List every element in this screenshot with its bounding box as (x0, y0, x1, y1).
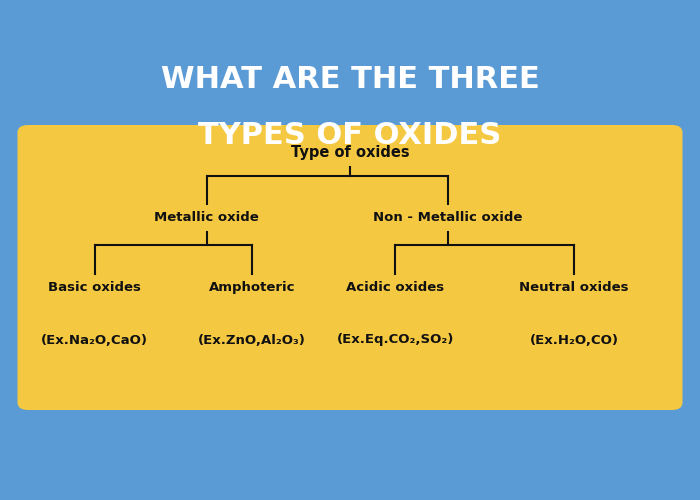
Text: Metallic oxide: Metallic oxide (154, 211, 259, 224)
Text: Neutral oxides: Neutral oxides (519, 281, 629, 294)
Text: Type of oxides: Type of oxides (290, 145, 410, 160)
Text: TYPES OF OXIDES: TYPES OF OXIDES (198, 120, 502, 150)
Text: (Ex.Na₂O,CaO): (Ex.Na₂O,CaO) (41, 334, 148, 346)
Text: Acidic oxides: Acidic oxides (346, 281, 444, 294)
Text: (Ex.ZnO,Al₂O₃): (Ex.ZnO,Al₂O₃) (198, 334, 306, 346)
Text: (Ex.Eq.CO₂,SO₂): (Ex.Eq.CO₂,SO₂) (337, 334, 454, 346)
Text: Amphoteric: Amphoteric (209, 281, 295, 294)
Text: (Ex.H₂O,CO): (Ex.H₂O,CO) (529, 334, 619, 346)
Text: WHAT ARE THE THREE: WHAT ARE THE THREE (160, 66, 540, 94)
Text: Non - Metallic oxide: Non - Metallic oxide (373, 211, 523, 224)
Text: Basic oxides: Basic oxides (48, 281, 141, 294)
FancyBboxPatch shape (18, 125, 682, 410)
